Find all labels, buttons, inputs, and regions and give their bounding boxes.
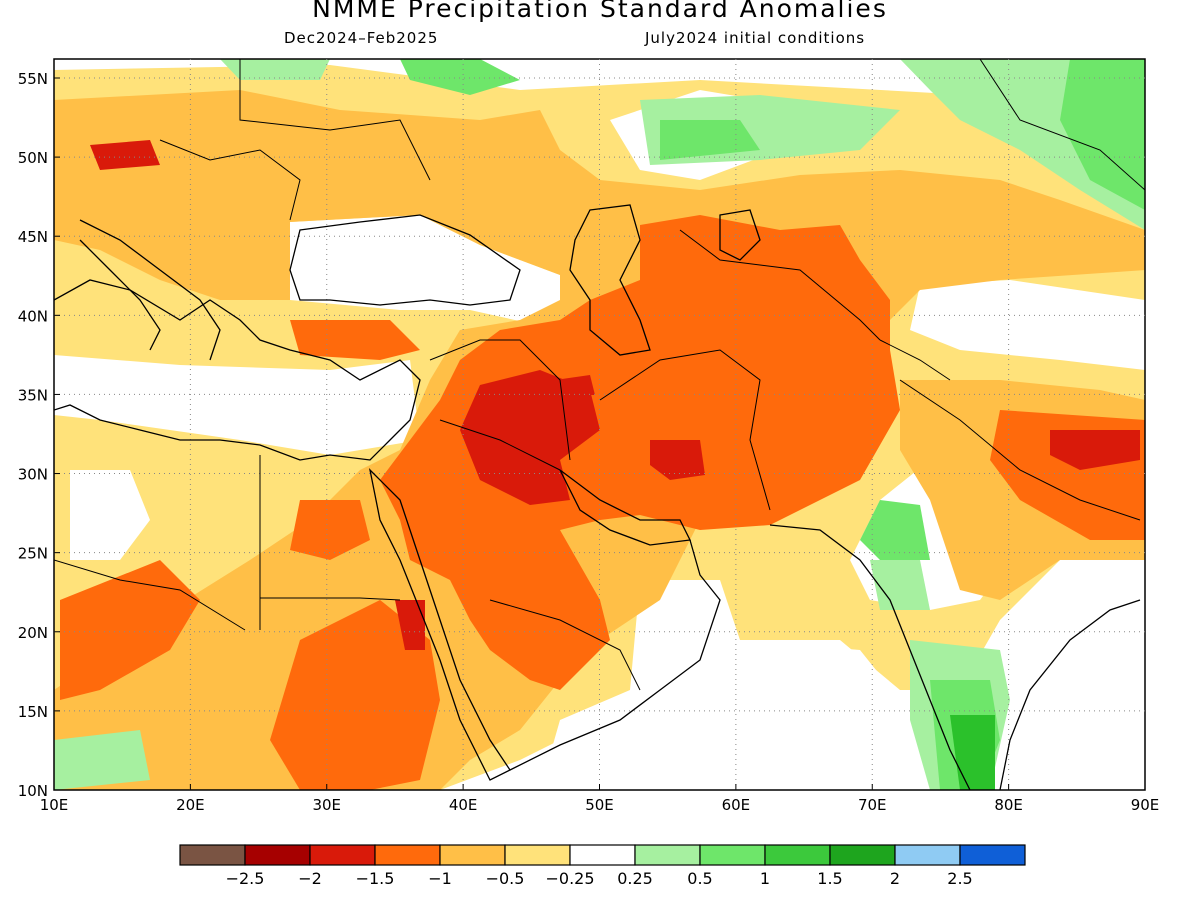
anomaly-orange	[380, 215, 900, 690]
forecast-season: Dec2024–Feb2025	[284, 29, 439, 47]
adriatic-coast	[79, 219, 221, 361]
anomaly-orange	[270, 600, 440, 790]
anomaly-white	[540, 580, 920, 790]
border	[159, 139, 301, 221]
border	[260, 597, 401, 601]
border	[54, 559, 246, 631]
caspian-coast	[569, 204, 651, 356]
lat-label: 30N	[18, 466, 48, 484]
lon-label: 10E	[40, 796, 69, 814]
anomaly-red	[395, 600, 425, 650]
colorbar-swatch	[829, 844, 896, 866]
lon-label: 40E	[449, 796, 478, 814]
border	[489, 599, 641, 691]
lon-label: 50E	[585, 796, 614, 814]
colorbar-label: 2	[890, 869, 900, 888]
anomaly-orange	[60, 560, 200, 700]
black-sea-coast	[289, 214, 521, 306]
coastlines	[54, 204, 1141, 790]
lon-label: 20E	[176, 796, 205, 814]
lat-label: 35N	[18, 386, 48, 404]
border	[429, 339, 571, 461]
colorbar-label: −0.5	[486, 869, 525, 888]
colorbar-label: 1.5	[817, 869, 842, 888]
colorbar-swatch	[309, 844, 376, 866]
anomaly-green	[860, 500, 930, 560]
colorbar-swatch	[569, 844, 636, 866]
anomaly-white	[290, 215, 560, 330]
border	[599, 349, 771, 511]
lat-label: 50N	[18, 149, 48, 167]
colorbar-label: 2.5	[947, 869, 972, 888]
anomaly-red	[90, 140, 160, 170]
lon-label: 30E	[312, 796, 341, 814]
lat-label: 55N	[18, 70, 48, 88]
anomaly-red	[555, 375, 595, 395]
lon-label: 90E	[1131, 796, 1160, 814]
colorbar-label: −1.5	[356, 869, 395, 888]
colorbar-swatch	[439, 844, 506, 866]
border	[879, 339, 951, 381]
colorbar-swatch	[374, 844, 441, 866]
colorbar-label: −0.25	[545, 869, 594, 888]
colorbar-swatch	[244, 844, 311, 866]
border	[679, 229, 881, 341]
anomaly-green	[1060, 59, 1145, 210]
lat-label: 20N	[18, 624, 48, 642]
colorbar-label: 1	[760, 869, 770, 888]
colorbar-swatch	[959, 844, 1026, 866]
anomaly-lightgreen	[54, 730, 150, 790]
india-east-coast	[999, 599, 1141, 790]
border	[899, 379, 1141, 521]
anomaly-orange	[290, 500, 370, 560]
lat-label: 45N	[18, 228, 48, 246]
country-borders	[54, 59, 1145, 691]
lon-label: 80E	[994, 796, 1023, 814]
colorbar-swatch	[764, 844, 831, 866]
arabia-south-coast	[509, 539, 721, 771]
anomaly-green	[400, 59, 520, 95]
colorbar-swatch	[634, 844, 701, 866]
graticule	[54, 59, 1145, 790]
aral-sea	[719, 209, 761, 261]
colorbar-label: 0.25	[617, 869, 653, 888]
colorbar-swatch	[179, 844, 246, 866]
lat-label: 10N	[18, 782, 48, 800]
colorbar-label: −2.5	[226, 869, 265, 888]
lat-label: 25N	[18, 545, 48, 563]
initial-conditions: July2024 initial conditions	[645, 29, 866, 47]
india-west-coast	[769, 524, 971, 790]
border	[239, 59, 431, 181]
anomaly-red	[650, 440, 705, 480]
colorbar: −2.5 −2 −1.5 −1 −0.5 −0.25 0.25 0.5 1 1.5 2 2.5	[179, 844, 1026, 888]
lon-label: 70E	[858, 796, 887, 814]
colorbar-label: 0.5	[687, 869, 712, 888]
map-title: NMME Precipitation Standard Anomalies	[312, 0, 888, 23]
anomaly-lightgreen	[220, 59, 330, 80]
anomaly-white	[54, 355, 420, 455]
border	[439, 419, 561, 471]
anomaly-red	[460, 370, 600, 505]
lon-label: 60E	[722, 796, 751, 814]
colorbar-swatch	[504, 844, 571, 866]
italy-coast	[79, 239, 161, 351]
mediterranean-coast	[54, 279, 421, 461]
colorbar-label: −1	[428, 869, 452, 888]
anomaly-white	[910, 280, 1145, 370]
lat-label: 15N	[18, 703, 48, 721]
anomaly-white	[70, 470, 150, 560]
colorbar-swatch	[894, 844, 961, 866]
lat-label: 40N	[18, 307, 48, 325]
border	[979, 59, 1145, 191]
axis-ticks: 10E 20E 30E 40E 50E 60E 70E 80E 90E 55N 50N 45N 40N 3…	[18, 70, 1160, 814]
colorbar-label: −2	[298, 869, 322, 888]
anomaly-lightgreen	[870, 560, 930, 610]
anomaly-orange	[290, 320, 420, 360]
anomaly-green	[660, 120, 760, 160]
red-sea-coast	[368, 468, 511, 781]
colorbar-swatch	[699, 844, 766, 866]
anomaly-red	[1050, 430, 1140, 470]
